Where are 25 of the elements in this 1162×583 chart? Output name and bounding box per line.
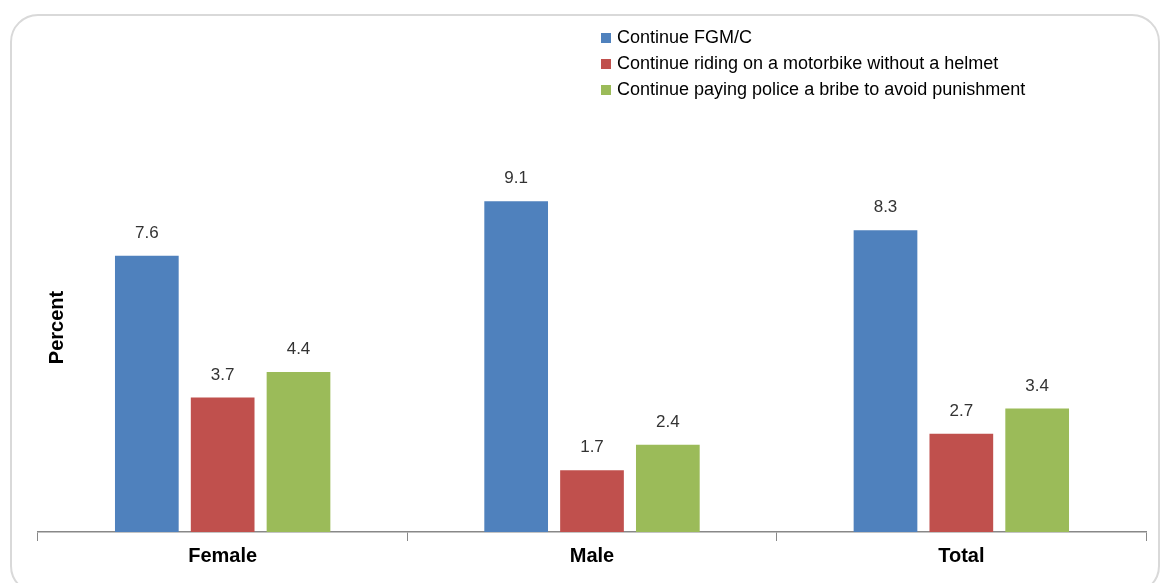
legend-label: Continue riding on a motorbike without a helmet xyxy=(617,52,999,73)
bar xyxy=(929,433,994,532)
data-label: 8.3 xyxy=(873,197,898,217)
bar xyxy=(114,255,179,532)
data-label: 7.6 xyxy=(135,222,159,242)
bar xyxy=(190,397,255,532)
data-label: 1.7 xyxy=(580,437,604,457)
data-label: 2.4 xyxy=(656,411,680,431)
x-tick-label: Female xyxy=(188,543,258,566)
x-tick-label: Total xyxy=(938,543,985,566)
bar xyxy=(853,230,918,532)
bar xyxy=(635,444,700,532)
bar xyxy=(560,470,624,532)
data-label: 9.1 xyxy=(504,168,528,188)
bar xyxy=(266,372,331,532)
legend-label: Continue FGM/C xyxy=(617,26,753,47)
bar xyxy=(1005,408,1070,532)
data-label: 4.4 xyxy=(286,339,311,359)
data-label: 3.4 xyxy=(1025,375,1049,395)
y-axis-title: Percent xyxy=(44,290,67,365)
data-label: 2.7 xyxy=(949,401,974,421)
data-label: 3.7 xyxy=(210,364,235,384)
x-tick-label: Male xyxy=(569,543,615,566)
legend-label: Continue paying police a bribe to avoid punishment xyxy=(617,78,1026,99)
bar xyxy=(484,201,549,532)
